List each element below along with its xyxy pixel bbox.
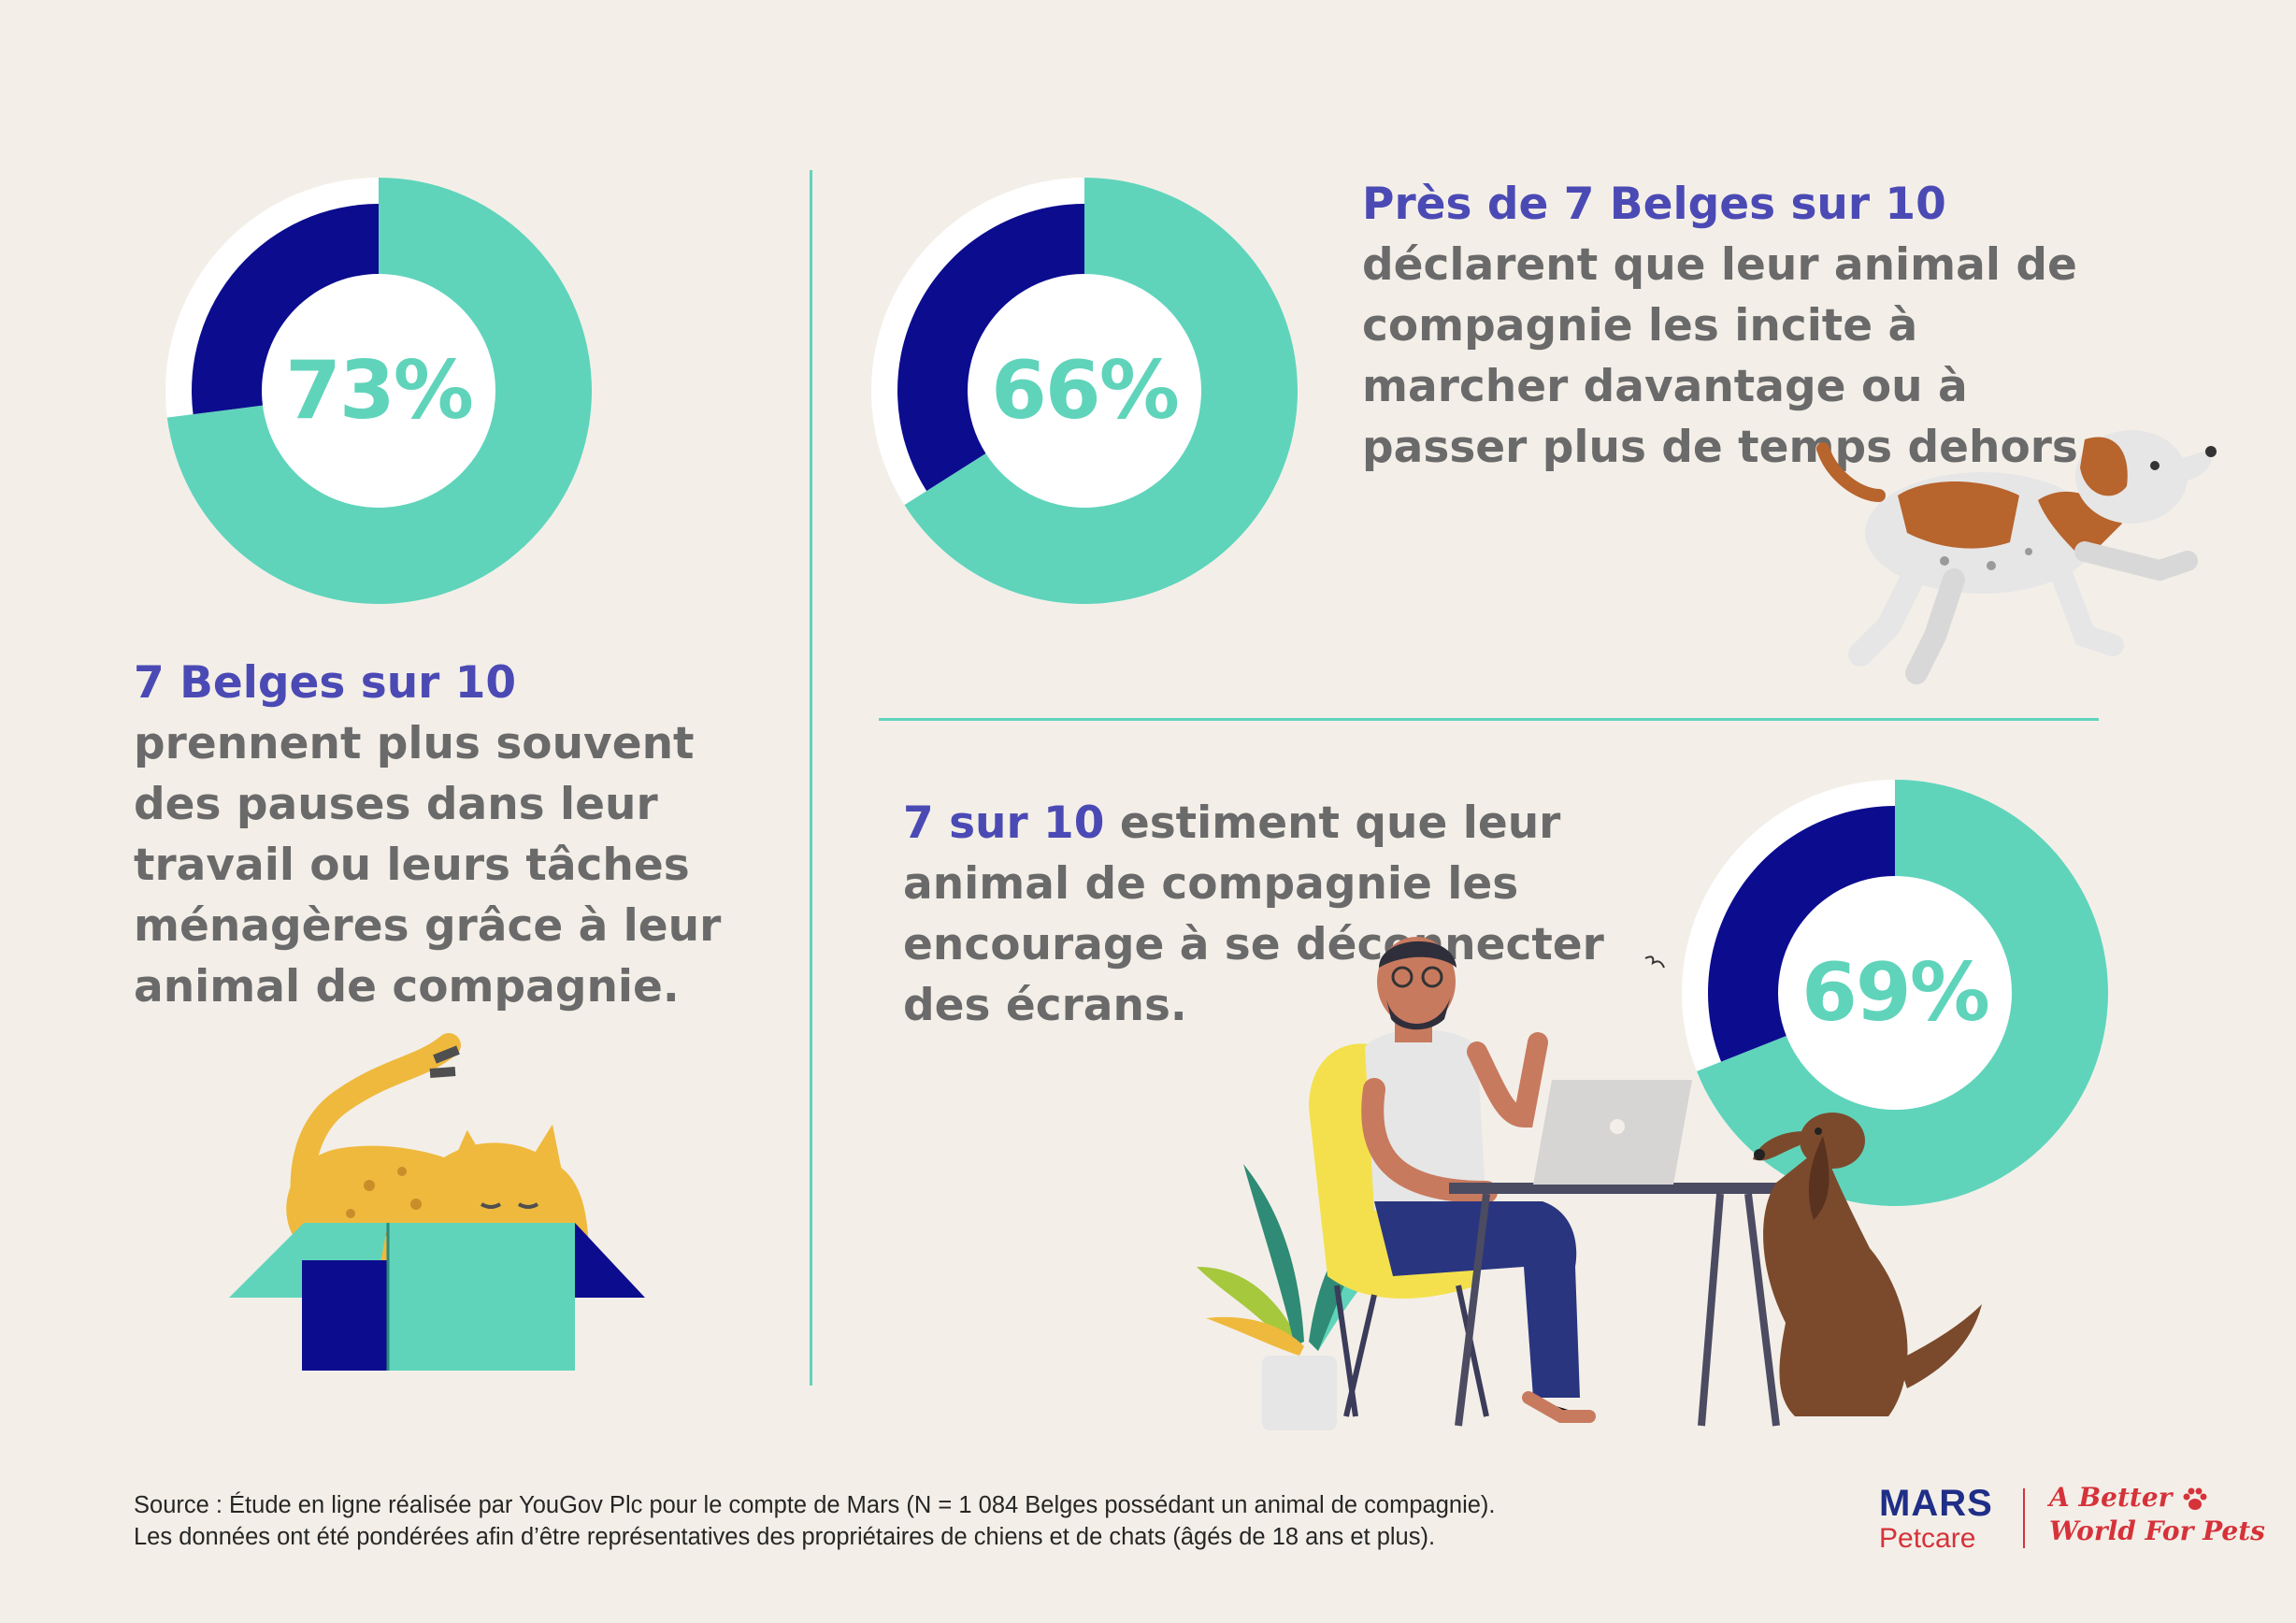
source-line-2: Les données ont été pondérées afin d’êtr… [134, 1524, 1436, 1550]
donut-center-label: 66% [991, 344, 1178, 438]
mars-petcare-logo: MARS Petcare [1879, 1483, 1993, 1554]
stat-breaks: 7 Belges sur 10 prennent plus souvent de… [134, 653, 732, 1017]
vertical-divider [810, 170, 812, 1386]
donut-slice-remainder [192, 204, 379, 415]
source-line-1: Source : Étude en ligne réalisée par You… [134, 1492, 1496, 1518]
stat-breaks-highlight: 7 Belges sur 10 [134, 657, 517, 709]
donut-chart-66: 66% [871, 178, 1298, 604]
tagline-line-2: World For Pets [2049, 1515, 2265, 1546]
donut-center-label: 73% [285, 344, 472, 438]
man-laptop-dog-illustration [1197, 937, 1982, 1430]
stat-screens: 7 sur 10 estiment que leur animal de com… [903, 793, 1698, 1036]
horizontal-divider [879, 718, 2099, 721]
tagline-logo: A Better World For Pets [2049, 1481, 2265, 1548]
brand-name: MARS [1879, 1483, 1993, 1524]
stat-walking-text: déclarent que leur animal de compagnie l… [1362, 239, 2095, 473]
stat-screens-text: estiment que leur animal de compagnie le… [903, 797, 1604, 1031]
stat-walking: Près de 7 Belges sur 10 déclarent que leu… [1362, 174, 2101, 478]
cat-in-box-illustration [229, 1033, 645, 1371]
donut-slice-remainder [897, 204, 1084, 492]
donut-center-label: 69% [1801, 946, 1988, 1040]
donut-chart-69: 69% [1682, 780, 2108, 1206]
donut-slice-primary [1697, 780, 2108, 1206]
donut-slice-primary [166, 178, 592, 604]
donut-slice-primary [904, 178, 1298, 604]
source-note: Source : Étude en ligne réalisée par You… [134, 1489, 1496, 1553]
stat-screens-highlight: 7 sur 10 [903, 797, 1105, 849]
stat-walking-highlight: Près de 7 Belges sur 10 [1362, 179, 1946, 230]
tagline-line-1: A Better [2049, 1482, 2173, 1513]
brand-sub: Petcare [1879, 1523, 1976, 1554]
donut-slice-remainder [1708, 806, 1895, 1062]
stat-breaks-text: prennent plus souvent des pauses dans le… [134, 718, 722, 1013]
logo-separator [2023, 1488, 2025, 1548]
donut-chart-73: 73% [165, 178, 592, 604]
running-dog-illustration [1816, 430, 2217, 684]
paw-icon [2183, 1487, 2207, 1510]
